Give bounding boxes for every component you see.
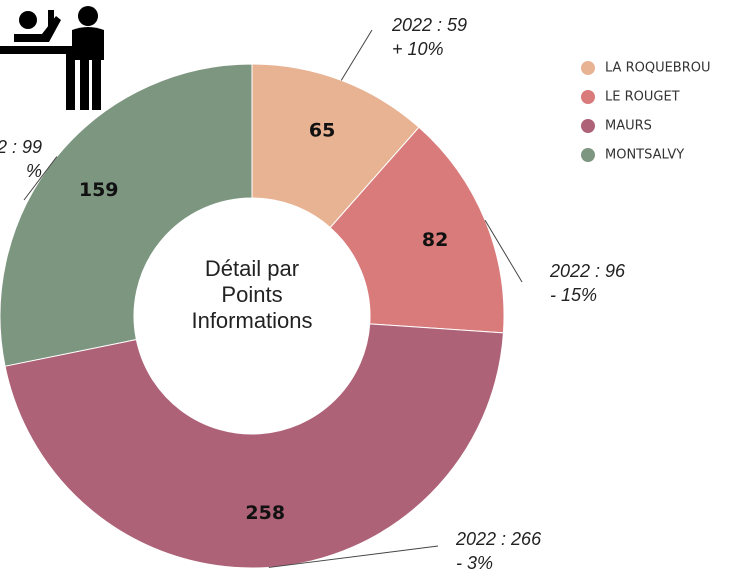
center-label: Détail par xyxy=(205,256,299,281)
leader-line xyxy=(23,156,58,201)
leader-line xyxy=(340,29,373,81)
legend-label: MONTSALVY xyxy=(605,148,684,163)
legend-swatch xyxy=(581,61,595,75)
annotation: - 15% xyxy=(550,285,597,305)
annotation: + 10% xyxy=(392,39,444,59)
center-label: Informations xyxy=(191,308,312,333)
annotation: 2022 : 59 xyxy=(391,15,467,35)
legend-label: LA ROQUEBROU xyxy=(605,61,711,76)
value-label: 258 xyxy=(245,502,285,524)
value-label: 82 xyxy=(422,229,448,251)
value-label: 65 xyxy=(309,119,335,141)
reception-icon xyxy=(0,6,104,110)
slice xyxy=(329,126,505,334)
leader-line xyxy=(484,219,523,283)
center-label: Points xyxy=(221,282,282,307)
slice xyxy=(0,63,253,367)
legend-label: MAURS xyxy=(605,119,652,134)
legend-label: LE ROUGET xyxy=(605,90,680,105)
annotation: 2022 : 266 xyxy=(455,529,542,549)
annotation: % xyxy=(26,161,42,181)
slice xyxy=(4,323,504,569)
value-label: 159 xyxy=(79,179,119,201)
legend-swatch xyxy=(581,119,595,133)
legend-swatch xyxy=(581,90,595,104)
annotation: 2 : 99 xyxy=(0,137,42,157)
leader-line xyxy=(268,545,439,568)
legend-swatch xyxy=(581,148,595,162)
annotation: - 3% xyxy=(456,553,493,572)
annotation: 2022 : 96 xyxy=(549,261,626,281)
